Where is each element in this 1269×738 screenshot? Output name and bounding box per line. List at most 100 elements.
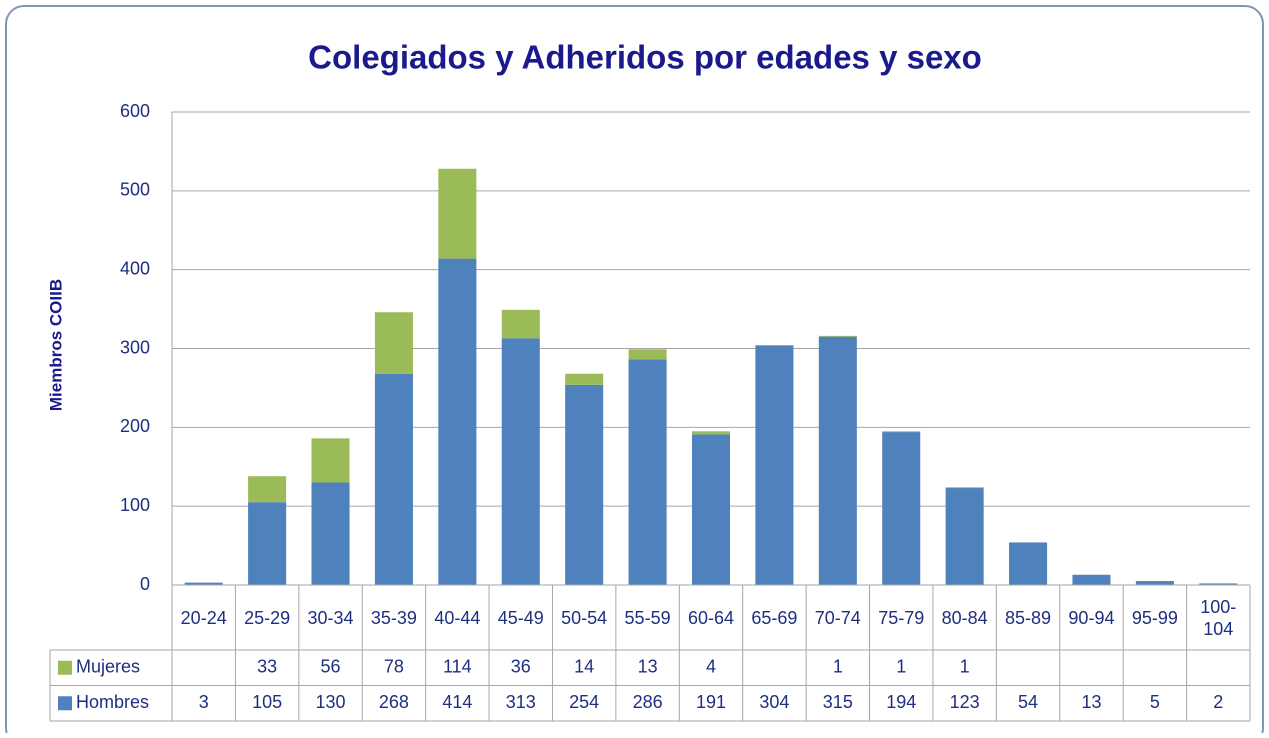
legend-swatch [58,660,72,675]
table-value: 54 [1018,692,1038,712]
bar-segment [311,482,350,585]
bar-segment [501,338,540,585]
x-tick-label: 55-59 [624,607,671,628]
table-value: 254 [569,692,599,712]
y-tick-label: 200 [120,416,150,436]
bar-segment [882,431,921,433]
x-tick-label-box: 80-84 [941,607,988,628]
x-tick-label: 25-29 [244,607,291,628]
legend-label: Mujeres [76,657,140,677]
bar-segment [691,434,731,585]
x-tick-label-box: 75-79 [878,607,925,628]
table-value: 1 [960,657,970,677]
table-value: 114 [443,657,472,677]
bar-segment [945,488,984,585]
bar-segment [374,312,413,374]
table-value: 14 [574,657,594,677]
bar-segment [248,476,287,503]
table-value: 78 [384,657,404,677]
x-tick-label: 85-89 [1005,607,1052,628]
x-tick-label: 35-39 [370,607,417,628]
table-value: 304 [759,692,789,712]
bar-segment [755,345,794,585]
bar-segment [438,258,477,585]
table-value: 13 [638,657,658,677]
x-tick-label: 75-79 [878,607,925,628]
table-value: 5 [1150,692,1160,712]
table-value: 286 [633,692,663,712]
y-tick-label: 0 [140,574,150,594]
bar-segment [565,384,604,585]
table-value: 1 [896,657,906,677]
bar-segment [628,349,667,360]
table-value: 105 [252,692,282,712]
bar-segment [1135,581,1174,585]
x-tick-label: 50-54 [561,607,608,628]
bar-segment [945,487,984,489]
bar-segment [1009,542,1048,585]
bar-segment [818,336,857,585]
x-tick-label-box: 30-34 [307,607,354,628]
y-axis-label: Miembros COIIB [46,279,65,411]
x-tick-label-box: 20-24 [180,607,227,628]
y-tick-label: 100 [120,495,150,515]
x-tick-label: 100-104 [1200,596,1237,639]
table-value: 315 [823,692,853,712]
legend-label: Hombres [76,692,149,712]
table-value: 123 [950,692,980,712]
x-tick-label-box: 50-54 [561,607,608,628]
table-value: 268 [379,692,409,712]
bar-segment [1199,583,1238,585]
x-tick-label-box: 65-69 [751,607,798,628]
x-tick-label: 70-74 [814,607,861,628]
x-tick-label-box: 95-99 [1131,607,1178,628]
x-tick-label-box: 60-64 [687,607,734,628]
x-tick-label-box: 85-89 [1005,607,1052,628]
table-value: 56 [321,657,341,677]
table-value: 4 [706,657,716,677]
x-tick-label: 20-24 [180,607,227,628]
bar-segment [438,168,477,259]
bar-segment [374,373,413,585]
table-value: 3 [199,692,209,712]
bar-segment [691,431,731,435]
x-tick-label: 60-64 [687,607,734,628]
bar-segment [882,432,921,585]
bar-segment [311,438,350,483]
table-value: 2 [1213,692,1223,712]
table-value: 414 [442,692,472,712]
legend-swatch [58,696,72,711]
table-value: 33 [257,657,277,677]
x-tick-label-box: 55-59 [624,607,671,628]
bar-segment [248,502,287,585]
bar-segment [184,582,223,585]
table-value: 1 [833,657,843,677]
bar-segment [565,373,604,385]
x-tick-label-box: 25-29 [244,607,291,628]
y-tick-label: 600 [120,101,150,121]
x-tick-label-box: 35-39 [370,607,417,628]
x-tick-label: 30-34 [307,607,354,628]
bar-segment [501,309,540,339]
x-tick-label: 40-44 [434,607,481,628]
y-tick-label: 400 [120,258,150,278]
bar-segment [1072,574,1111,585]
bar-segment [628,359,667,585]
x-tick-label: 90-94 [1068,607,1115,628]
bar-segment [818,335,857,337]
x-tick-label: 45-49 [497,607,544,628]
x-tick-label: 65-69 [751,607,798,628]
table-value: 36 [511,657,531,677]
table-value: 130 [316,692,346,712]
y-tick-label: 500 [120,180,150,200]
table-value: 191 [696,692,726,712]
y-tick-label: 300 [120,337,150,357]
x-tick-label: 95-99 [1131,607,1178,628]
x-tick-label-box: 70-74 [814,607,861,628]
x-tick-label-box: 90-94 [1068,607,1115,628]
x-tick-label: 80-84 [941,607,988,628]
x-tick-label-box: 40-44 [434,607,481,628]
table-value: 13 [1081,692,1101,712]
chart-title: Colegiados y Adheridos por edades y sexo [308,39,982,76]
